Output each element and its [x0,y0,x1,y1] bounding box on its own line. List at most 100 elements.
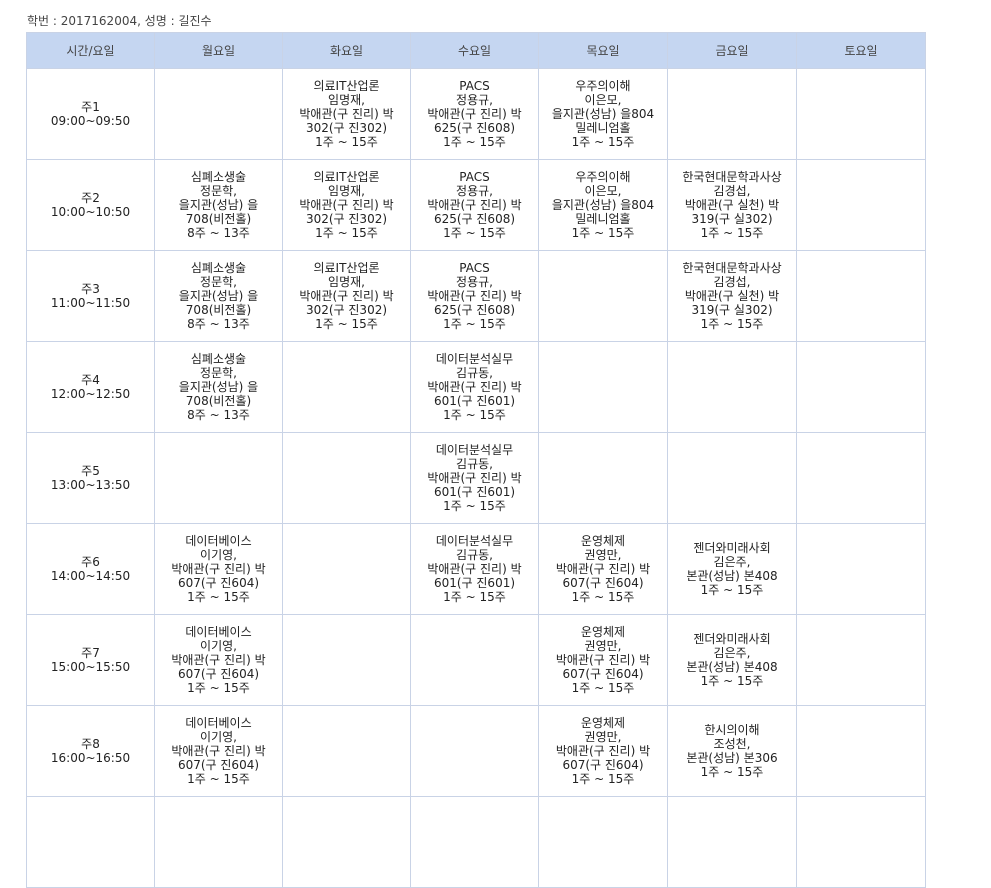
course-detail: 박애관(구 진리) 박 [427,198,522,212]
course-detail: 1주 ~ 15주 [700,226,764,240]
course-name: 운영체제 [580,716,626,730]
course-detail: 권영만, [584,548,622,562]
course-detail: 1주 ~ 15주 [443,499,506,513]
period-label: 주3 [81,282,100,296]
course-detail: 박애관(구 실천) 박 [684,289,780,303]
course-detail: 박애관(구 진리) 박 [171,653,266,667]
empty-cell-thursday [538,796,668,888]
empty-cell-saturday [796,341,926,433]
empty-cell-tuesday [282,705,411,797]
course-detail: 601(구 진601) [433,485,516,499]
course-detail: 이기영, [200,730,237,744]
course-detail: 밀레니엄홀 [575,121,631,135]
course-detail: 박애관(구 진리) 박 [555,562,651,576]
course-detail: 정문학, [200,275,237,289]
time-slot-cell: 주5 13:00~13:50 [26,432,155,524]
course-detail: 1주 ~ 15주 [443,408,506,422]
course-detail: 임명재, [328,93,365,107]
course-cell-thursday: 운영체제 권영만, 박애관(구 진리) 박 607(구 진604) 1주 ~ 15주 [538,523,668,615]
empty-cell-saturday [796,68,926,160]
course-cell-monday: 데이터베이스 이기영, 박애관(구 진리) 박 607(구 진604) 1주 ~ 15주 [154,614,283,706]
course-detail: 1주 ~ 15주 [700,583,764,597]
course-detail: 정용규, [456,184,493,198]
timetable-row: 주6 14:00~14:50 데이터베이스 이기영, 박애관(구 진리) 박 607(구 … [26,523,926,615]
course-cell-thursday: 우주의이해 이은모, 을지관(성남) 을804 밀레니엄홀 1주 ~ 15주 [538,68,668,160]
course-detail: 박애관(구 진리) 박 [427,107,522,121]
empty-cell-friday [667,432,797,524]
course-name: 의료IT산업론 [313,170,380,184]
course-detail: 1주 ~ 15주 [700,317,764,331]
course-cell-monday: 심폐소생술 정문학, 을지관(성남) 을 708(비전홀) 8주 ~ 13주 [154,159,283,251]
timetable-row: 주5 13:00~13:50 데이터분석실무 김규동, 박애관(구 진리) 박 601(구… [26,432,926,524]
course-detail: 302(구 진302) [305,121,388,135]
time-slot-cell: 주8 16:00~16:50 [26,705,155,797]
course-detail: 1주 ~ 15주 [187,590,250,604]
time-slot-cell: 주6 14:00~14:50 [26,523,155,615]
course-detail: 8주 ~ 13주 [187,317,250,331]
course-detail: 319(구 실302) [691,212,773,226]
course-detail: 1주 ~ 15주 [315,226,378,240]
empty-cell-saturday [796,523,926,615]
course-cell-monday: 데이터베이스 이기영, 박애관(구 진리) 박 607(구 진604) 1주 ~ 15주 [154,523,283,615]
empty-cell-tuesday [282,341,411,433]
course-cell-tuesday: 의료IT산업론 임명재, 박애관(구 진리) 박 302(구 진302) 1주 ~ 15… [282,250,411,342]
course-name: 한국현대문학과사상 [682,170,782,184]
empty-cell-tuesday [282,614,411,706]
header-tuesday: 화요일 [282,32,411,69]
course-detail: 임명재, [328,184,365,198]
course-detail: 박애관(구 진리) 박 [427,289,522,303]
course-cell-wednesday: PACS 정용규, 박애관(구 진리) 박 625(구 진608) 1주 ~ 15주 [410,159,539,251]
time-slot-cell: 주4 12:00~12:50 [26,341,155,433]
course-detail: 607(구 진604) [177,758,260,772]
time-range: 16:00~16:50 [50,751,131,765]
time-slot-cell [26,796,155,888]
empty-cell-wednesday [410,705,539,797]
course-name: 운영체제 [580,534,626,548]
course-name: 심폐소생술 [190,261,247,275]
period-label: 주7 [81,646,100,660]
course-name: 우주의이해 [575,79,631,93]
course-name: 데이터베이스 [185,716,252,730]
period-label: 주8 [81,737,100,751]
course-cell-thursday: 우주의이해 이은모, 을지관(성남) 을804 밀레니엄홀 1주 ~ 15주 [538,159,668,251]
empty-cell-saturday [796,614,926,706]
course-detail: 607(구 진604) [562,576,644,590]
course-name: 데이터베이스 [185,534,252,548]
course-detail: 1주 ~ 15주 [443,135,506,149]
course-detail: 박애관(구 진리) 박 [171,562,266,576]
course-detail: 정문학, [200,184,237,198]
empty-cell-thursday [538,432,668,524]
course-detail: 박애관(구 진리) 박 [171,744,266,758]
course-detail: 1주 ~ 15주 [571,590,635,604]
time-range: 14:00~14:50 [50,569,131,583]
time-slot-cell: 주3 11:00~11:50 [26,250,155,342]
header-friday: 금요일 [667,32,797,69]
course-detail: 박애관(구 진리) 박 [427,471,522,485]
course-name: 젠더와미래사회 [693,632,771,646]
course-name: 데이터베이스 [185,625,252,639]
course-detail: 밀레니엄홀 [575,212,631,226]
course-detail: 김경섭, [713,275,751,289]
course-detail: 박애관(구 실천) 박 [684,198,780,212]
course-detail: 708(비전홀) [185,394,252,408]
course-detail: 이은모, [584,93,622,107]
course-detail: 박애관(구 진리) 박 [427,380,522,394]
course-detail: 정용규, [456,275,493,289]
course-detail: 607(구 진604) [177,576,260,590]
course-cell-tuesday: 의료IT산업론 임명재, 박애관(구 진리) 박 302(구 진302) 1주 ~ 15… [282,159,411,251]
course-detail: 1주 ~ 15주 [443,317,506,331]
empty-cell-tuesday [282,432,411,524]
course-detail: 625(구 진608) [433,303,516,317]
header-monday: 월요일 [154,32,283,69]
course-detail: 607(구 진604) [177,667,260,681]
period-label: 주6 [81,555,100,569]
course-detail: 정문학, [200,366,237,380]
student-info: 학번 : 2017162004, 성명 : 길진수 [27,14,212,28]
course-detail: 607(구 진604) [562,758,644,772]
empty-cell-friday [667,68,797,160]
course-detail: 1주 ~ 15주 [187,681,250,695]
course-name: 데이터분석실무 [435,352,514,366]
course-cell-tuesday: 의료IT산업론 임명재, 박애관(구 진리) 박 302(구 진302) 1주 ~ 15… [282,68,411,160]
header-thursday: 목요일 [538,32,668,69]
course-detail: 을지관(성남) 을804 [551,198,655,212]
